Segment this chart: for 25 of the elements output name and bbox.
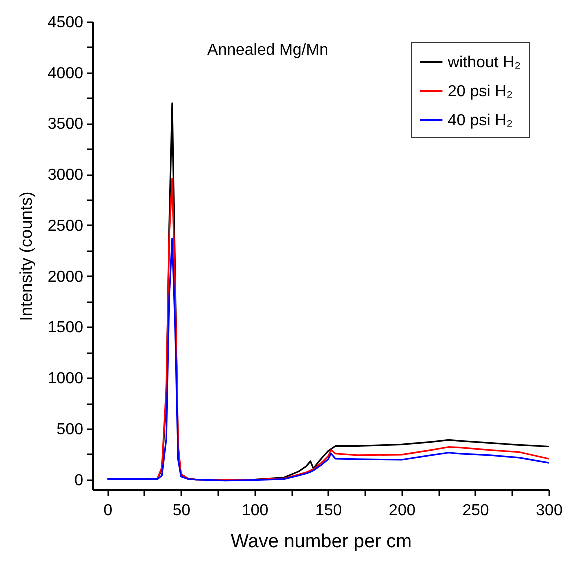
x-tick-label: 100 xyxy=(242,502,269,520)
y-tick-label: 0 xyxy=(74,472,84,490)
annotation: Annealed Mg/Mn xyxy=(208,42,328,59)
legend-label: without H₂ xyxy=(447,54,521,72)
y-tick-label: 3000 xyxy=(48,167,84,184)
y-tick-label: 2000 xyxy=(48,268,84,286)
y-tick-label: 4500 xyxy=(48,14,84,32)
y-tick-label: 4000 xyxy=(48,65,84,82)
y-tick-label: 2500 xyxy=(48,218,84,235)
y-tick-label: 500 xyxy=(56,421,84,438)
line-series xyxy=(106,178,550,482)
y-axis-title: Intensity (counts) xyxy=(16,192,36,322)
legend-label: 40 psi H₂ xyxy=(448,112,513,130)
y-tick-label: 3500 xyxy=(48,116,84,134)
y-tick-label: 1500 xyxy=(48,320,84,337)
x-tick-label: 250 xyxy=(462,502,490,520)
line-series xyxy=(106,238,550,482)
x-axis-title: Wave number per cm xyxy=(231,532,412,552)
legend-label: 20 psi H₂ xyxy=(448,84,513,100)
x-tick-label: 200 xyxy=(389,502,416,520)
x-tick-label: 0 xyxy=(104,502,113,520)
x-tick-label: 150 xyxy=(316,502,342,520)
y-tick-label: 1000 xyxy=(48,370,84,388)
x-tick-label: 300 xyxy=(536,502,563,520)
x-tick-label: 50 xyxy=(172,502,191,520)
